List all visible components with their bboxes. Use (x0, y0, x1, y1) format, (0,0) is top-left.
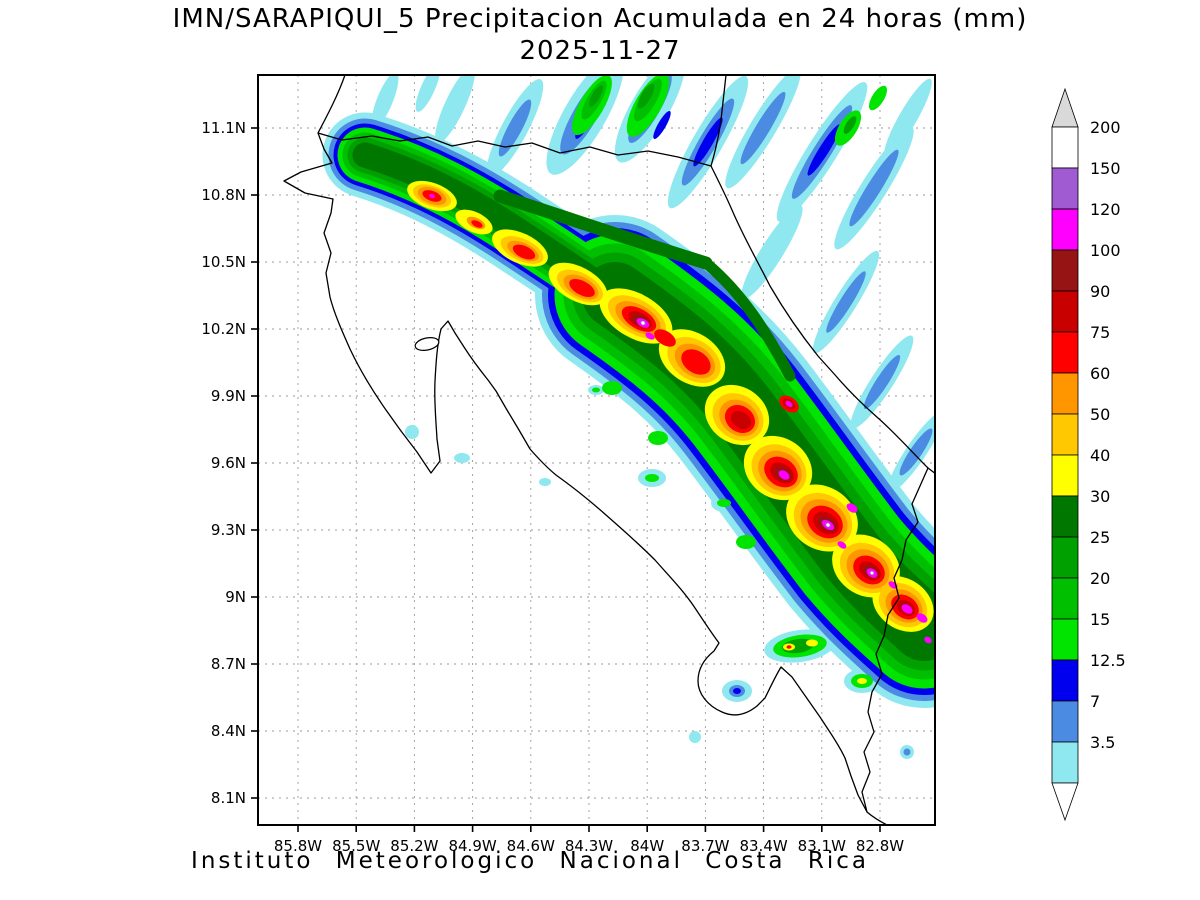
valid-date: 2025-11-27 (519, 36, 681, 66)
x-tick-label: 85.5W (332, 837, 380, 855)
colorbar-band (1051, 495, 1079, 538)
colorbar-band (1051, 249, 1079, 292)
colorbar-label: 50 (1090, 405, 1110, 424)
isla-chira (414, 337, 440, 351)
colorbar-band (1051, 167, 1079, 210)
colorbar-band (1051, 372, 1079, 415)
footer-credit: Instituto Meteorologico Nacional Costa R… (191, 848, 869, 874)
colorbar-label: 120 (1090, 200, 1121, 219)
colorbar-label: 7 (1090, 692, 1100, 711)
colorbar-arrow-top (1051, 87, 1079, 128)
x-tick-label: 84.3W (565, 837, 613, 855)
x-tick-label: 84.9W (448, 837, 496, 855)
y-tick-label: 8.1N (211, 789, 246, 807)
colorbar-band (1051, 659, 1079, 702)
colorbar-band (1051, 208, 1079, 251)
colorbar-label: 25 (1090, 528, 1110, 547)
coastline-layer (283, 75, 935, 825)
colorbar-label: 30 (1090, 487, 1110, 506)
y-tick-label: 10.2N (201, 320, 246, 338)
nicaragua-caribbean-coast (710, 75, 727, 167)
colorbar-band (1051, 290, 1079, 333)
y-tick-label: 9.9N (211, 387, 246, 405)
y-tick-label: 10.5N (201, 253, 246, 271)
colorbar-arrow-bottom (1051, 782, 1079, 822)
costa-rica-outline (283, 132, 929, 813)
x-tick-label: 83.7W (681, 837, 729, 855)
colorbar-band (1051, 331, 1079, 374)
x-tick-label: 83.1W (798, 837, 846, 855)
x-tick-label: 83.4W (739, 837, 787, 855)
map-frame (257, 74, 936, 826)
colorbar-label: 40 (1090, 446, 1110, 465)
y-tick-label: 9.6N (211, 454, 246, 472)
colorbar-label: 150 (1090, 159, 1121, 178)
precip-level-200mm (641, 321, 874, 575)
y-tick-label: 9.3N (211, 521, 246, 539)
panama-pacific-coast (866, 811, 889, 825)
colorbar-label: 90 (1090, 282, 1110, 301)
colorbar-label: 200 (1090, 118, 1121, 137)
x-tick-label: 84W (630, 837, 664, 855)
x-tick-label: 85.8W (274, 837, 322, 855)
colorbar-label: 75 (1090, 323, 1110, 342)
colorbar-band (1051, 577, 1079, 620)
colorbar-label: 3.5 (1090, 733, 1115, 752)
y-tick-label: 9N (225, 588, 246, 606)
colorbar: 200 150 120 100 90 75 60 50 40 30 25 20 15 12.5 7 3.5 (1051, 87, 1126, 822)
precip-field (322, 75, 935, 759)
colorbar-band (1051, 454, 1079, 497)
colorbar-band (1051, 126, 1079, 169)
x-tick-label: 85.2W (390, 837, 438, 855)
colorbar-label: 15 (1090, 610, 1110, 629)
colorbar-label: 12.5 (1090, 651, 1126, 670)
colorbar-label: 100 (1090, 241, 1121, 260)
colorbar-band (1051, 700, 1079, 743)
y-tick-label: 8.7N (211, 655, 246, 673)
nicaragua-pacific-coast (317, 75, 346, 134)
y-tick-label: 8.4N (211, 722, 246, 740)
axis-ticks: 85.8W 85.5W 85.2W 84.9W 84.6W 84.3W 84W 83.7W 83… (201, 119, 904, 855)
colorbar-band (1051, 741, 1079, 784)
y-tick-label: 10.8N (201, 186, 246, 204)
colorbar-band (1051, 413, 1079, 456)
x-tick-label: 82.8W (856, 837, 904, 855)
y-tick-label: 11.1N (201, 119, 246, 137)
colorbar-label: 60 (1090, 364, 1110, 383)
colorbar-label: 20 (1090, 569, 1110, 588)
page-title: IMN/SARAPIQUI_5 Precipitacion Acumulada … (172, 4, 1028, 34)
colorbar-band (1051, 618, 1079, 661)
colorbar-band (1051, 536, 1079, 579)
x-tick-label: 84.6W (507, 837, 555, 855)
